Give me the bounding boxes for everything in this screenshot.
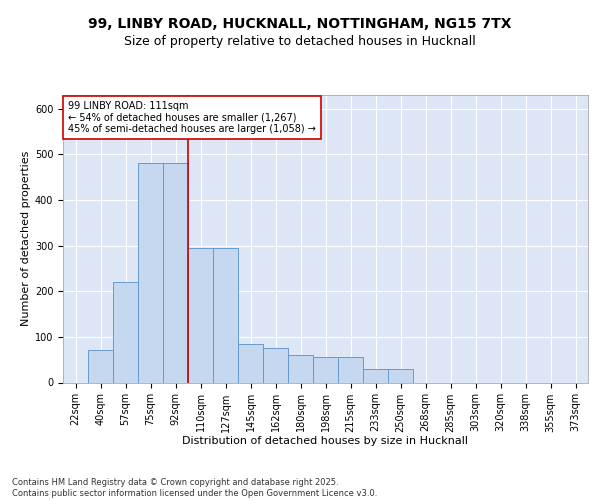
Y-axis label: Number of detached properties: Number of detached properties [20,151,31,326]
Bar [88,350,113,382]
Bar [263,348,288,382]
Bar [213,248,238,382]
Text: Size of property relative to detached houses in Hucknall: Size of property relative to detached ho… [124,35,476,48]
Bar [138,164,163,382]
Bar [163,164,188,382]
Text: 99, LINBY ROAD, HUCKNALL, NOTTINGHAM, NG15 7TX: 99, LINBY ROAD, HUCKNALL, NOTTINGHAM, NG… [88,18,512,32]
Bar [113,282,138,382]
Bar [388,369,413,382]
Text: 99 LINBY ROAD: 111sqm
← 54% of detached houses are smaller (1,267)
45% of semi-d: 99 LINBY ROAD: 111sqm ← 54% of detached … [68,101,316,134]
Text: Contains HM Land Registry data © Crown copyright and database right 2025.
Contai: Contains HM Land Registry data © Crown c… [12,478,377,498]
Bar [238,344,263,382]
Bar [363,369,388,382]
Bar [313,358,338,382]
Bar [188,248,213,382]
Bar [338,358,363,382]
Bar [288,355,313,382]
X-axis label: Distribution of detached houses by size in Hucknall: Distribution of detached houses by size … [182,436,469,446]
